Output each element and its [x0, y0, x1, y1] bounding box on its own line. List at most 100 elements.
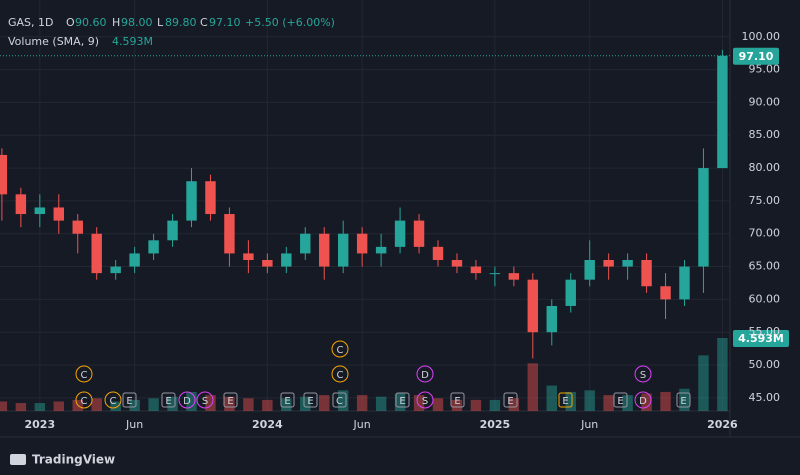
event[interactable]: E	[558, 392, 573, 408]
open: 90.60	[75, 16, 107, 29]
volume-tag	[733, 330, 789, 347]
event-label: S	[640, 370, 646, 381]
candle-body	[262, 259, 273, 267]
event-label: C	[336, 396, 343, 407]
event[interactable]: D	[178, 391, 196, 409]
event-label: E	[399, 396, 405, 407]
x-tick-label: Jun	[125, 418, 143, 431]
event-label: E	[680, 396, 686, 407]
event-label: S	[422, 396, 428, 407]
volume-value: 4.593M	[112, 35, 153, 48]
x-tick-label: 2024	[252, 418, 283, 431]
volume-bar	[622, 395, 633, 411]
event[interactable]: E	[450, 392, 465, 408]
event-label: D	[183, 396, 191, 407]
volume-bar	[698, 355, 709, 411]
event[interactable]: E	[161, 392, 176, 408]
change: +5.50 (+6.00%)	[245, 16, 335, 29]
volume-bar	[641, 393, 652, 411]
candle-body	[622, 259, 633, 267]
event[interactable]: C	[331, 340, 349, 358]
event[interactable]: S	[634, 365, 652, 383]
event-label: C	[81, 396, 88, 407]
y-tick-label: 55.00	[749, 325, 781, 338]
x-tick-label: 2025	[480, 418, 511, 431]
candle-body	[394, 220, 406, 247]
volume-tag-label: 4.593M	[738, 332, 784, 345]
event-label: E	[507, 396, 513, 407]
high: 98.00	[121, 16, 153, 29]
candle-body	[243, 253, 254, 260]
event[interactable]: C	[75, 365, 93, 383]
candle-body	[603, 259, 614, 267]
candle-body	[489, 273, 501, 275]
event[interactable]: E	[280, 392, 295, 408]
candle-body	[91, 233, 102, 274]
volume-bar	[432, 398, 444, 411]
volume-bar	[281, 398, 292, 411]
event[interactable]: D	[416, 365, 434, 383]
volume-bar	[186, 391, 197, 411]
event[interactable]: E	[395, 392, 410, 408]
low: 89.80	[165, 16, 197, 29]
candle-body	[337, 233, 349, 267]
event[interactable]: E	[613, 392, 628, 408]
candle-body	[451, 259, 463, 267]
volume-bar	[356, 395, 368, 411]
candle-body	[15, 194, 27, 215]
candle-body	[546, 305, 557, 333]
event[interactable]: C	[75, 391, 93, 409]
candle-body	[508, 273, 520, 280]
event[interactable]: E	[223, 392, 238, 408]
volume-bar	[451, 399, 463, 411]
volume-bar	[15, 403, 27, 411]
volume-bar	[167, 396, 178, 411]
x-tick-label: 2026	[707, 418, 738, 431]
volume-bar	[224, 396, 235, 411]
candle-body	[319, 233, 330, 267]
x-tick-label: 2023	[25, 418, 56, 431]
y-tick-label: 50.00	[749, 358, 781, 371]
event-label: C	[337, 345, 344, 356]
volume-bar	[91, 398, 102, 411]
event[interactable]: S	[196, 391, 214, 409]
event[interactable]: C	[331, 365, 349, 383]
y-tick-label: 85.00	[749, 128, 781, 141]
event-label: E	[307, 396, 313, 407]
event[interactable]: C	[104, 391, 122, 409]
candle-body	[72, 220, 83, 234]
y-tick-label: 100.00	[742, 30, 781, 43]
event-label: C	[110, 396, 117, 407]
candle-body	[0, 154, 8, 195]
volume-bar	[205, 395, 216, 411]
candle-body	[375, 246, 387, 254]
volume-bar	[394, 393, 406, 411]
volume-bar	[375, 396, 387, 411]
label: C	[200, 16, 208, 29]
event-label: C	[337, 370, 344, 381]
volume-bar	[0, 401, 8, 411]
event[interactable]: E	[122, 392, 137, 408]
volume-legend: Volume (SMA, 9)	[8, 35, 99, 48]
candle-body	[148, 240, 159, 254]
event-label: E	[126, 396, 132, 407]
event[interactable]: E	[503, 392, 518, 408]
volume-bar	[660, 391, 671, 411]
event[interactable]: C	[332, 392, 347, 408]
event[interactable]: D	[634, 391, 652, 409]
y-tick-label: 90.00	[749, 95, 781, 108]
event[interactable]: E	[676, 392, 691, 408]
volume-bar	[679, 388, 690, 411]
event[interactable]: S	[416, 391, 434, 409]
candle-body	[205, 181, 216, 215]
candle-body	[281, 253, 292, 267]
volume-bar	[565, 391, 576, 411]
candle-body	[679, 266, 690, 300]
x-tick-label: Jun	[353, 418, 371, 431]
event[interactable]: E	[303, 392, 318, 408]
volume-bar	[110, 401, 121, 411]
candle-body	[110, 266, 121, 274]
y-tick-label: 60.00	[749, 292, 781, 305]
volume-bar	[262, 399, 273, 411]
